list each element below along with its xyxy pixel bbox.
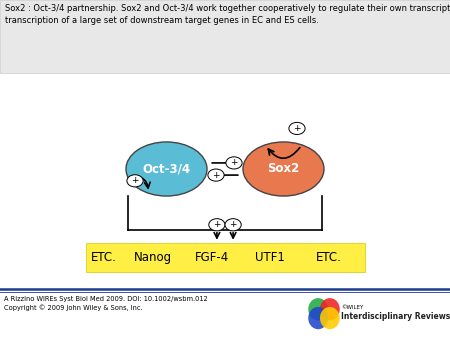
Circle shape: [225, 219, 241, 231]
Circle shape: [208, 169, 224, 181]
Text: FGF-4: FGF-4: [194, 251, 229, 264]
Text: ©WILEY: ©WILEY: [341, 305, 363, 310]
Ellipse shape: [308, 307, 328, 329]
Text: Oct-3/4: Oct-3/4: [143, 163, 190, 175]
Text: Interdisciplinary Reviews: Interdisciplinary Reviews: [341, 312, 450, 321]
Ellipse shape: [308, 298, 328, 320]
Text: Sox2: Sox2: [267, 163, 300, 175]
Text: Sox2 : Oct-3/4 partnership. Sox2 and Oct-3/4 work together cooperatively to regu: Sox2 : Oct-3/4 partnership. Sox2 and Oct…: [5, 4, 450, 25]
Ellipse shape: [126, 142, 207, 196]
FancyBboxPatch shape: [0, 0, 450, 73]
Text: +: +: [213, 220, 220, 229]
Text: +: +: [293, 124, 301, 133]
Circle shape: [226, 157, 242, 169]
Text: +: +: [230, 220, 237, 229]
FancyBboxPatch shape: [86, 243, 365, 272]
Text: UTF1: UTF1: [255, 251, 285, 264]
Circle shape: [127, 175, 143, 187]
Text: A Rizzino WIREs Syst Biol Med 2009. DOI: 10.1002/wsbm.012
Copyright © 2009 John : A Rizzino WIREs Syst Biol Med 2009. DOI:…: [4, 296, 208, 311]
Ellipse shape: [243, 142, 324, 196]
Text: +: +: [212, 171, 220, 179]
Text: ETC.: ETC.: [90, 251, 117, 264]
Text: Nanog: Nanog: [134, 251, 172, 264]
Text: ETC.: ETC.: [315, 251, 342, 264]
Ellipse shape: [320, 298, 340, 320]
Text: +: +: [230, 159, 238, 167]
Ellipse shape: [320, 307, 340, 329]
Circle shape: [209, 219, 225, 231]
Text: +: +: [131, 176, 139, 185]
Circle shape: [289, 122, 305, 135]
